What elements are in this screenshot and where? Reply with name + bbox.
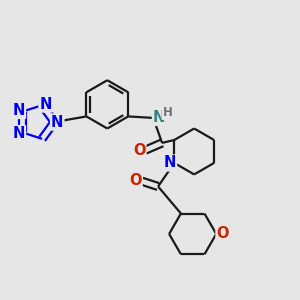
Text: N: N (13, 126, 25, 141)
Text: N: N (51, 115, 63, 130)
Text: N: N (13, 103, 25, 118)
Text: O: O (217, 226, 229, 242)
Text: N: N (153, 110, 165, 125)
Text: H: H (162, 106, 172, 119)
Text: N: N (39, 97, 52, 112)
Text: O: O (133, 143, 146, 158)
Text: N: N (164, 155, 176, 170)
Text: O: O (129, 173, 142, 188)
